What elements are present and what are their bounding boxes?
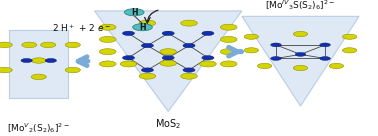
Circle shape	[162, 31, 174, 35]
Circle shape	[162, 56, 174, 60]
Circle shape	[65, 42, 80, 48]
Circle shape	[0, 67, 12, 73]
Circle shape	[99, 49, 116, 55]
Circle shape	[293, 31, 308, 37]
Circle shape	[141, 68, 153, 72]
Circle shape	[122, 31, 135, 35]
Circle shape	[320, 43, 330, 47]
Circle shape	[271, 43, 281, 47]
Circle shape	[244, 34, 259, 39]
Text: MoS$_2$: MoS$_2$	[155, 117, 181, 131]
Circle shape	[220, 49, 237, 55]
Circle shape	[21, 58, 33, 63]
Circle shape	[220, 36, 237, 42]
Circle shape	[139, 73, 156, 79]
Circle shape	[183, 43, 195, 48]
Circle shape	[139, 20, 156, 26]
Circle shape	[124, 9, 144, 16]
FancyBboxPatch shape	[9, 30, 68, 98]
Circle shape	[160, 49, 177, 55]
Circle shape	[120, 61, 137, 67]
Circle shape	[141, 43, 153, 48]
Circle shape	[31, 58, 46, 63]
Circle shape	[342, 48, 357, 53]
Polygon shape	[94, 11, 242, 112]
Circle shape	[181, 73, 197, 79]
Circle shape	[133, 24, 152, 31]
Circle shape	[244, 48, 259, 53]
Circle shape	[31, 74, 46, 80]
Circle shape	[342, 34, 357, 39]
Circle shape	[271, 57, 281, 60]
Circle shape	[293, 65, 308, 71]
Circle shape	[0, 42, 12, 48]
Circle shape	[202, 56, 214, 60]
Circle shape	[99, 24, 116, 30]
Circle shape	[99, 61, 116, 67]
Circle shape	[220, 24, 237, 30]
Circle shape	[183, 68, 195, 72]
Circle shape	[220, 61, 237, 67]
Polygon shape	[242, 16, 359, 106]
Circle shape	[45, 58, 57, 63]
Text: [Mo$^{IV}$$_3$S(S$_2$)$_6$]$^{2-}$: [Mo$^{IV}$$_3$S(S$_2$)$_6$]$^{2-}$	[265, 0, 336, 12]
Text: [Mo$^V$$_2$(S$_2$)$_6$]$^{2-}$: [Mo$^V$$_2$(S$_2$)$_6$]$^{2-}$	[8, 121, 70, 135]
Text: H: H	[131, 8, 138, 17]
Circle shape	[320, 57, 330, 60]
Circle shape	[181, 20, 197, 26]
Circle shape	[99, 36, 116, 42]
Circle shape	[202, 31, 214, 35]
Circle shape	[65, 67, 80, 73]
Circle shape	[160, 60, 177, 66]
Circle shape	[22, 42, 37, 48]
Circle shape	[200, 61, 216, 67]
Circle shape	[122, 56, 135, 60]
Circle shape	[40, 42, 56, 48]
Circle shape	[257, 63, 272, 69]
Text: H: H	[139, 23, 146, 32]
Circle shape	[295, 52, 306, 56]
Text: 2 H$^+$ + 2 $e^-$: 2 H$^+$ + 2 $e^-$	[52, 23, 111, 34]
Circle shape	[329, 63, 344, 69]
